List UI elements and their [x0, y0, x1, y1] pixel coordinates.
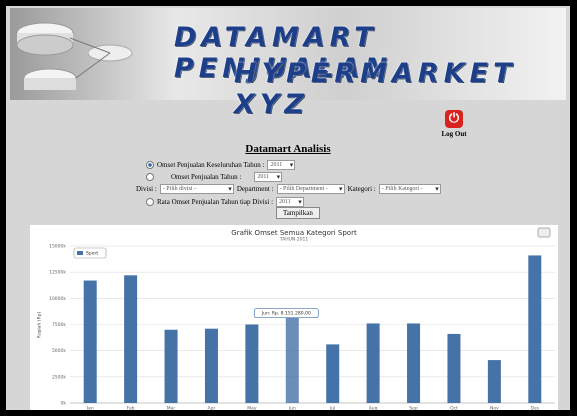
chart-title: Grafik Omset Semua Kategori Sport — [231, 229, 357, 237]
banner: DATAMART PENJUALAN HYPERMARKET XYZ — [10, 8, 566, 100]
radio[interactable] — [146, 198, 154, 206]
x-tick-label: Oct — [450, 406, 458, 411]
x-tick-label: Des — [531, 406, 540, 411]
bar — [488, 360, 501, 403]
x-tick-label: May — [247, 406, 257, 411]
filter-row: Divisi : - Pilih divisi - Department : -… — [136, 184, 441, 194]
y-tick-label: 15000k — [49, 244, 66, 250]
filter-label: Kategori : — [348, 185, 376, 193]
x-tick-label: Aug — [369, 406, 378, 411]
radio[interactable] — [146, 173, 154, 181]
option-label: Omset Penjualan Tahun : — [171, 173, 241, 181]
year-select[interactable]: 2011 — [276, 197, 304, 207]
power-icon: ⏻ — [445, 110, 463, 128]
option-label: Rata Omset Penjualan Tahun tiap Divisi : — [157, 198, 273, 206]
x-tick-label: Jun — [288, 406, 296, 411]
department-select[interactable]: - Pilih Department - — [277, 184, 345, 194]
bar — [165, 330, 178, 403]
y-tick-label: 7500k — [52, 322, 66, 328]
x-tick-label: Jan — [86, 406, 94, 411]
y-tick-label: 12500k — [49, 270, 66, 276]
radio[interactable] — [146, 161, 154, 169]
app-frame: DATAMART PENJUALAN HYPERMARKET XYZ ⏻ Log… — [6, 6, 570, 410]
y-tick-label: 0k — [61, 401, 67, 407]
y-tick-label: 10000k — [49, 296, 66, 302]
bar — [326, 344, 339, 403]
bar — [205, 329, 218, 403]
chart: Grafik Omset Semua Kategori Sport TAHUN … — [30, 225, 558, 410]
x-tick-label: Apr — [208, 406, 216, 411]
logout-label: Log Out — [434, 130, 474, 138]
bar — [124, 275, 137, 403]
kategori-select[interactable]: - Pilih Kategori - — [379, 184, 441, 194]
year-select[interactable]: 2011 — [267, 160, 295, 170]
tooltip-text: Jun: Rp. 8.151.280,00 — [261, 311, 311, 317]
logout-button[interactable]: ⏻ Log Out — [434, 110, 474, 138]
bar — [245, 325, 258, 404]
bar — [286, 318, 299, 403]
form-title: Datamart Analisis — [6, 143, 570, 155]
x-tick-label: Sep — [409, 406, 418, 411]
legend-label: Sport — [86, 251, 98, 257]
y-tick-label: 5000k — [52, 348, 66, 354]
option-row: Omset Penjualan Keseluruhan Tahun : 2011 — [146, 160, 295, 170]
x-tick-label: Jul — [329, 406, 335, 411]
x-tick-label: Feb — [127, 406, 135, 411]
bar — [407, 323, 420, 403]
submit-button[interactable]: Tampilkan — [276, 207, 320, 219]
banner-graphic — [10, 8, 150, 100]
page: DATAMART PENJUALAN HYPERMARKET XYZ ⏻ Log… — [0, 0, 577, 416]
bar — [528, 255, 541, 403]
filter-label: Department : — [237, 185, 274, 193]
y-tick-label: 2500k — [52, 374, 66, 380]
legend-swatch — [77, 251, 83, 255]
export-button[interactable] — [538, 228, 550, 237]
x-tick-label: Nov — [490, 406, 499, 411]
option-row: Omset Penjualan Tahun : 2011 — [146, 172, 282, 182]
y-axis-label: Rupiah (Rp) — [37, 312, 43, 339]
option-row: Rata Omset Penjualan Tahun tiap Divisi :… — [146, 197, 304, 207]
filter-label: Divisi : — [136, 185, 157, 193]
divisi-select[interactable]: - Pilih divisi - — [160, 184, 234, 194]
bar — [84, 281, 97, 403]
bar — [367, 323, 380, 403]
bar — [447, 334, 460, 403]
chart-subtitle: TAHUN 2011 — [279, 237, 309, 243]
banner-title: HYPERMARKET XYZ — [234, 58, 566, 120]
x-tick-label: Mar — [167, 406, 176, 411]
option-label: Omset Penjualan Keseluruhan Tahun : — [157, 161, 264, 169]
year-select[interactable]: 2011 — [254, 172, 282, 182]
